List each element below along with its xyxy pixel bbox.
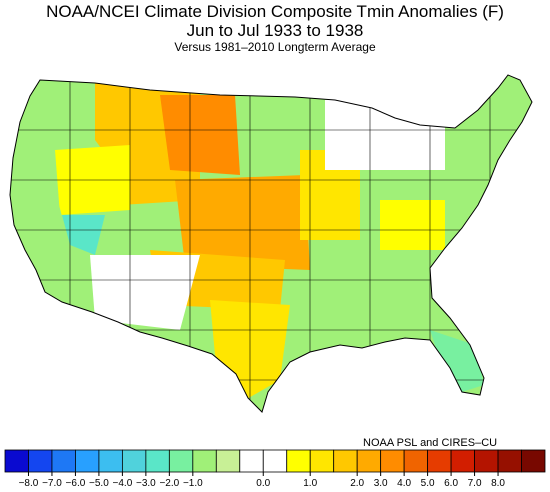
legend-tick-label: 1.0 xyxy=(303,478,317,489)
region-california xyxy=(10,190,75,300)
legend-tick-label: −8.0 xyxy=(19,478,39,489)
legend-swatch xyxy=(192,449,217,473)
map-title: NOAA/NCEI Climate Division Composite Tmi… xyxy=(46,2,504,21)
legend-swatch xyxy=(75,449,100,473)
region-northern-plains-core xyxy=(160,95,240,175)
legend-tick-label: 2.0 xyxy=(350,478,364,489)
legend-swatch xyxy=(215,449,241,473)
legend-tick-label: −6.0 xyxy=(66,478,86,489)
legend-swatch xyxy=(168,449,194,473)
legend-tick-label: 5.0 xyxy=(421,478,435,489)
legend-swatch xyxy=(427,449,452,473)
legend-swatch xyxy=(309,449,335,473)
legend-swatch xyxy=(403,449,429,473)
legend-swatch xyxy=(474,449,499,473)
legend-swatch xyxy=(356,449,382,473)
legend-tick-label: −3.0 xyxy=(136,478,156,489)
legend-swatch xyxy=(98,449,123,473)
legend-tick-label: 6.0 xyxy=(444,478,458,489)
legend-tick-label: −1.0 xyxy=(183,478,203,489)
legend-swatch xyxy=(521,449,546,473)
legend-swatch xyxy=(51,449,76,473)
legend-tick-label: −7.0 xyxy=(42,478,62,489)
legend-tick-label: 4.0 xyxy=(397,478,411,489)
region-southern-nevada xyxy=(62,215,105,255)
region-central-plains xyxy=(175,175,310,270)
legend-swatch xyxy=(286,449,311,473)
legend-tick-label: 0.0 xyxy=(256,478,270,489)
legend-swatch xyxy=(4,449,29,473)
region-southwest xyxy=(90,255,200,330)
legend-swatch xyxy=(497,449,522,473)
legend-tick-label: 3.0 xyxy=(374,478,388,489)
legend-tick-label: −4.0 xyxy=(113,478,133,489)
credit-text: NOAA PSL and CIRES–CU xyxy=(363,437,498,449)
map-subtitle-period: Jun to Jul 1933 to 1938 xyxy=(186,21,364,40)
legend-swatch xyxy=(262,449,288,473)
map-subtitle-baseline: Versus 1981–2010 Longterm Average xyxy=(174,40,376,54)
legend-swatch xyxy=(333,449,358,473)
region-midwest xyxy=(300,150,360,240)
legend-swatch xyxy=(380,449,405,473)
legend-swatch xyxy=(239,449,264,473)
legend-tick-label: 8.0 xyxy=(491,478,505,489)
legend-swatch xyxy=(450,449,475,473)
legend-tick-label: 7.0 xyxy=(468,478,482,489)
legend-swatch xyxy=(121,449,147,473)
legend-tick-label: −5.0 xyxy=(89,478,109,489)
region-mid-atlantic xyxy=(380,200,445,250)
legend-swatch xyxy=(28,449,53,473)
region-southeast xyxy=(360,255,440,330)
legend-tick-label: −2.0 xyxy=(159,478,179,489)
region-gulf-coast xyxy=(290,300,390,350)
legend-swatch xyxy=(145,449,170,473)
